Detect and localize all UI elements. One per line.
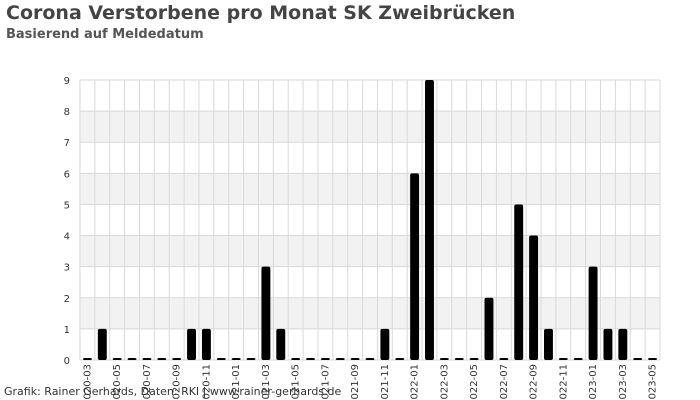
x-tick-label: 2020-11 [201, 364, 212, 400]
bar-2021-05 [291, 358, 301, 360]
bar-2021-03 [261, 266, 271, 360]
grid-band [80, 235, 660, 267]
x-tick-label: 2023-05 [648, 364, 659, 400]
grid-band [80, 111, 660, 143]
bar-2021-09 [350, 358, 360, 360]
x-tick-label: 2022-01 [410, 364, 421, 400]
x-tick-label: 2021-07 [320, 364, 331, 400]
x-tick-label: 2021-05 [291, 364, 302, 400]
bar-2023-04 [633, 358, 643, 360]
x-tick-label: 2022-07 [499, 364, 510, 400]
bar-2023-05 [648, 358, 658, 360]
chart-title: Corona Verstorbene pro Monat SK Zweibrüc… [6, 2, 516, 24]
bar-2023-03 [618, 328, 628, 360]
y-tick-label: 9 [64, 76, 70, 87]
bar-2022-04 [454, 358, 464, 360]
bar-2020-12 [216, 358, 226, 360]
bar-2020-03 [82, 358, 92, 360]
bar-2021-06 [306, 358, 315, 360]
bar-2022-02 [425, 80, 434, 360]
bar-2020-11 [201, 328, 211, 360]
bar-2022-12 [573, 358, 583, 360]
bar-2020-09 [172, 358, 182, 360]
bar-2021-11 [380, 328, 390, 360]
bar-2021-10 [365, 358, 375, 360]
bar-2022-03 [439, 358, 449, 360]
bar-2022-05 [469, 358, 479, 360]
bar-2022-09 [529, 235, 539, 360]
bar-2020-10 [187, 328, 196, 360]
x-tick-label: 2021-09 [350, 364, 361, 400]
x-tick-label: 2020-03 [82, 364, 93, 400]
x-tick-label: 2022-11 [558, 364, 569, 400]
bar-2020-08 [157, 358, 167, 360]
x-tick-label: 2021-01 [231, 364, 242, 400]
x-tick-label: 2020-07 [142, 364, 153, 400]
bar-2022-07 [499, 358, 509, 360]
bar-2023-01 [588, 266, 598, 360]
bar-2020-06 [127, 358, 137, 360]
bar-2022-08 [514, 204, 524, 360]
x-tick-label: 2020-09 [172, 364, 183, 400]
grid-band [80, 297, 660, 329]
x-tick-label: 2022-09 [529, 364, 540, 400]
y-tick-label: 0 [64, 356, 70, 367]
y-tick-label: 7 [64, 138, 70, 149]
bar-2022-11 [558, 358, 568, 360]
y-tick-label: 1 [64, 325, 70, 336]
bar-2022-10 [544, 328, 553, 360]
bar-2020-07 [142, 358, 152, 360]
x-tick-label: 2023-01 [588, 364, 599, 400]
y-tick-label: 8 [64, 107, 70, 118]
y-tick-label: 3 [64, 263, 70, 274]
bar-2020-04 [97, 328, 107, 360]
x-tick-label: 2022-05 [469, 364, 480, 400]
bar-2021-01 [231, 358, 241, 360]
x-tick-label: 2021-11 [380, 364, 391, 400]
bar-2021-04 [276, 328, 286, 360]
chart-subtitle: Basierend auf Meldedatum [6, 27, 204, 42]
x-tick-label: 2021-03 [261, 364, 272, 400]
bar-2023-02 [603, 328, 613, 360]
x-tick-label: 2020-05 [112, 364, 123, 400]
y-tick-label: 6 [64, 169, 70, 180]
bar-2021-07 [320, 358, 330, 360]
y-tick-label: 4 [64, 232, 70, 243]
bar-2021-12 [395, 358, 405, 360]
bar-2022-01 [410, 173, 420, 360]
bar-2020-05 [112, 358, 122, 360]
x-tick-label: 2023-03 [618, 364, 629, 400]
bar-2021-02 [246, 358, 256, 360]
y-tick-label: 2 [64, 294, 70, 305]
y-tick-label: 5 [64, 200, 70, 211]
source-credit: Grafik: Rainer Gerhards, Daten: RKI | ww… [4, 385, 342, 398]
bar-2022-06 [484, 297, 494, 360]
grid-band [80, 173, 660, 205]
x-tick-label: 2022-03 [439, 364, 450, 400]
bar-2021-08 [335, 358, 345, 360]
